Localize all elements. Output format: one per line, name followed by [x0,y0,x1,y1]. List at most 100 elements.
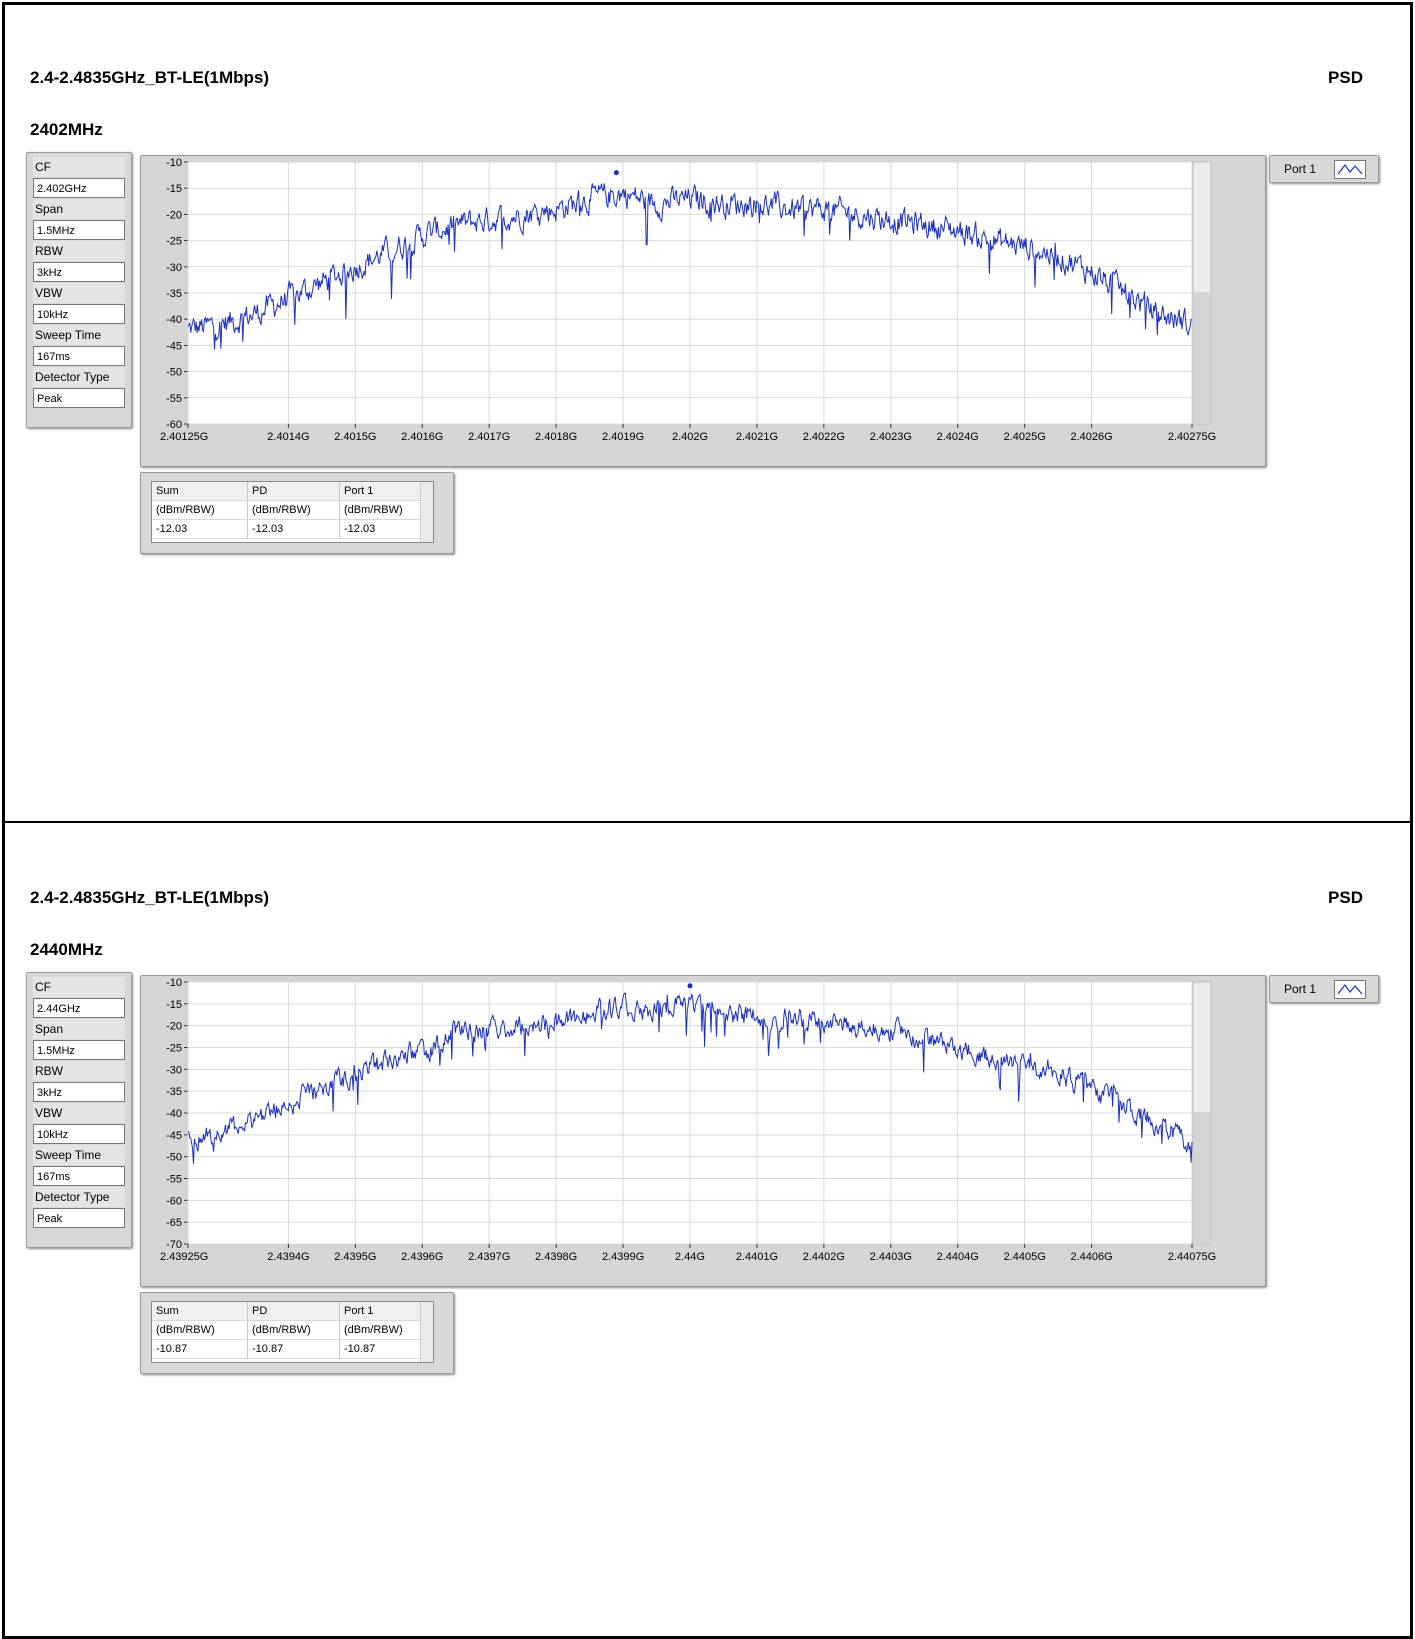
y-tick-label: -50 [166,367,182,379]
result-table-panel: Sum PD Port 1 (dBm/RBW) (dBm/RBW) (dBm/R… [140,1292,454,1374]
x-tick-label: 2.4015G [334,431,376,443]
table-scrollbar[interactable] [420,1302,433,1362]
x-tick-label: 2.4401G [736,1251,778,1263]
x-tick-label: 2.44075G [1168,1251,1216,1263]
x-tick-label: 2.4019G [602,431,644,443]
y-tick-label: -20 [166,1021,182,1033]
table-unit: (dBm/RBW) [152,501,248,520]
table-header: Sum [152,482,248,501]
y-tick-label: -50 [166,1152,182,1164]
test-title: 2.4-2.4835GHz_BT-LE(1Mbps) [30,888,270,907]
table-header: Sum [152,1302,248,1321]
psd-label: PSD [1328,68,1363,87]
y-tick-label: -45 [166,1130,182,1142]
psd-chart-svg: -10 -15 -20 -25 -30 -35 -40 -45 -50 -55 -602.40125… [160,157,1216,443]
chart-scroll-thumb[interactable] [1194,1112,1210,1243]
x-tick-label: 2.4398G [535,1251,577,1263]
chart-scroll-thumb[interactable] [1194,292,1210,423]
psd-chart: -10 -15 -20 -25 -30 -35 -40 -45 -50 -55 -60 2.40125… [140,155,1266,467]
x-tick-label: 2.4016G [401,431,443,443]
param-value[interactable]: 1.5MHz [33,220,125,240]
table-unit: (dBm/RBW) [248,501,340,520]
psd-trace [187,183,1193,350]
x-tick-label: 2.4025G [1004,431,1046,443]
y-tick-label: -25 [166,236,182,248]
y-tick-label: -60 [166,1195,182,1207]
param-value[interactable]: 2.402GHz [33,178,125,198]
param-sweep-time: Sweep Time 167ms [33,325,125,367]
x-tick-label: 2.4406G [1070,1251,1112,1263]
x-tick-label: 2.402G [672,431,708,443]
test-title: 2.4-2.4835GHz_BT-LE(1Mbps) [30,68,270,87]
result-table: Sum PD Port 1 (dBm/RBW) (dBm/RBW) (dBm/R… [151,481,434,543]
param-rbw: RBW 3kHz [33,241,125,283]
psd-trace [187,992,1193,1165]
param-value[interactable]: 10kHz [33,304,125,324]
table-unit: (dBm/RBW) [340,501,421,520]
y-tick-label: -15 [166,999,182,1011]
x-tick-label: 2.4402G [803,1251,845,1263]
y-tick-label: -70 [166,1239,182,1251]
param-value[interactable]: 167ms [33,1166,125,1186]
psd-chart-svg: -10-15-20-25-30-35-40-45-50-55-60-65-702… [160,977,1216,1263]
param-label: Span [33,199,125,219]
param-value[interactable]: 3kHz [33,1082,125,1102]
param-label: Detector Type [33,367,125,387]
param-value[interactable]: Peak [33,388,125,408]
param-label: Detector Type [33,1187,125,1207]
channel-frequency: 2402MHz [30,120,103,139]
table-header: Port 1 [340,482,421,501]
x-tick-label: 2.4023G [870,431,912,443]
param-label: CF [33,157,125,177]
y-tick-label: -40 [166,314,182,326]
x-tick-label: 2.4395G [334,1251,376,1263]
param-rbw: RBW 3kHz [33,1061,125,1103]
x-tick-label: 2.40125G [160,431,208,443]
param-value[interactable]: 10kHz [33,1124,125,1144]
x-tick-label: 2.4396G [401,1251,443,1263]
legend-label: Port 1 [1284,162,1317,176]
param-vbw: VBW 10kHz [33,283,125,325]
measurement-settings-panel: CF 2.402GHz Span 1.5MHz RBW 3kHz VBW 10k… [26,152,132,428]
y-tick-label: -15 [166,183,182,195]
param-cf: CF 2.44GHz [33,977,125,1019]
table-value-sum: -10.87 [152,1340,248,1359]
y-tick-label: -25 [166,1043,182,1055]
y-tick-label: -55 [166,393,182,405]
table-header: Port 1 [340,1302,421,1321]
param-label: VBW [33,1103,125,1123]
y-tick-label: -10 [166,977,182,989]
table-value-pd: -12.03 [248,520,340,539]
table-value-port1: -10.87 [340,1340,421,1359]
y-tick-label: -60 [166,419,182,431]
x-tick-label: 2.4026G [1070,431,1112,443]
table-scrollbar[interactable] [420,482,433,542]
table-value-sum: -12.03 [152,520,248,539]
channel-frequency: 2440MHz [30,940,103,959]
x-tick-label: 2.4403G [870,1251,912,1263]
table-header: PD [248,1302,340,1321]
y-tick-label: -35 [166,288,182,300]
psd-chart: -10 -15 -20 -25 -30 -35 -40 -45 -50 -55 -60 -65 -70 2… [140,975,1266,1287]
param-value[interactable]: 3kHz [33,262,125,282]
plot-legend[interactable]: Port 1 [1269,155,1379,183]
legend-line-icon [1334,980,1366,999]
param-value[interactable]: 1.5MHz [33,1040,125,1060]
param-detector-type: Detector Type Peak [33,1187,125,1229]
param-value[interactable]: Peak [33,1208,125,1228]
table-value-pd: -10.87 [248,1340,340,1359]
x-tick-label: 2.4399G [602,1251,644,1263]
param-value[interactable]: 167ms [33,346,125,366]
x-tick-label: 2.43925G [160,1251,208,1263]
param-label: Sweep Time [33,1145,125,1165]
x-tick-label: 2.4022G [803,431,845,443]
param-label: RBW [33,1061,125,1081]
param-vbw: VBW 10kHz [33,1103,125,1145]
x-tick-label: 2.40275G [1168,431,1216,443]
x-tick-label: 2.4024G [937,431,979,443]
plot-legend[interactable]: Port 1 [1269,975,1379,1003]
psd-section: 2.4-2.4835GHz_BT-LE(1Mbps) PSD 2440MHz C… [0,820,1415,1635]
peak-marker [613,170,619,176]
param-value[interactable]: 2.44GHz [33,998,125,1018]
y-tick-label: -45 [166,340,182,352]
